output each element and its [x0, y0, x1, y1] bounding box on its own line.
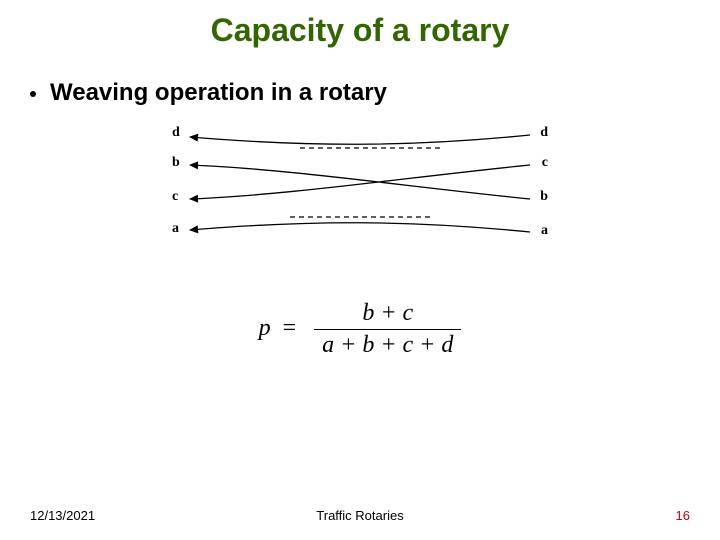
formula-fraction: b + c a + b + c + d	[314, 300, 461, 359]
label-right-b: b	[540, 189, 548, 205]
label-left-b: b	[172, 155, 180, 171]
formula-denominator: a + b + c + d	[314, 330, 461, 359]
slide: Capacity of a rotary Weaving operation i…	[0, 0, 720, 540]
footer-date: 12/13/2021	[30, 508, 95, 523]
bullet-text: Weaving operation in a rotary	[50, 79, 387, 107]
formula-expr: p = b + c a + b + c + d	[259, 300, 462, 359]
footer-page-number: 16	[676, 508, 690, 523]
label-right-c: c	[542, 155, 548, 171]
label-right-d: d	[540, 125, 548, 141]
bullet-item: Weaving operation in a rotary	[30, 79, 720, 107]
weaving-diagram: d b c a d c b a	[170, 125, 550, 255]
footer: 12/13/2021 Traffic Rotaries 16	[0, 508, 720, 528]
page-title: Capacity of a rotary	[0, 0, 720, 49]
label-left-c: c	[172, 189, 178, 205]
label-left-a: a	[172, 221, 179, 237]
formula: p = b + c a + b + c + d	[0, 300, 720, 359]
formula-eq: =	[283, 315, 297, 341]
footer-title: Traffic Rotaries	[316, 508, 403, 523]
label-right-a: a	[541, 223, 548, 239]
formula-lhs: p	[259, 315, 271, 341]
label-left-d: d	[172, 125, 180, 141]
formula-numerator: b + c	[314, 300, 461, 330]
bullet-dot-icon	[30, 91, 36, 97]
weaving-svg	[170, 125, 550, 255]
